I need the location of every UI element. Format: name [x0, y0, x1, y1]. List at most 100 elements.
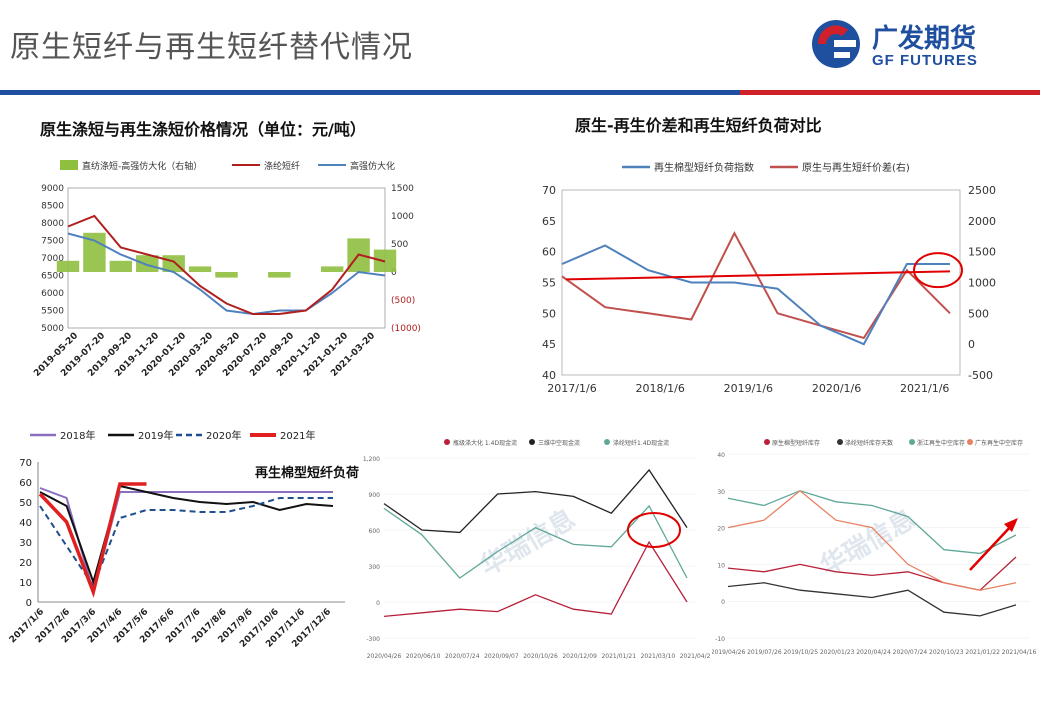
- y-tick-left: 8000: [41, 219, 64, 229]
- y-tick-right: 500: [968, 307, 989, 320]
- spread-bar: [215, 272, 238, 278]
- y-tick-left: 45: [542, 338, 556, 351]
- cashflow-chart: 华瑞信息 瓶级涤大化 1.4D现金流 三维中空现金流 涤纶短纤1.4D现金流 1,200…: [363, 439, 710, 660]
- y-tick: 60: [19, 478, 32, 489]
- spread-bar: [268, 272, 291, 278]
- load-line-2018年: [39, 487, 333, 596]
- legend-label-recycled: 高强仿大化: [350, 160, 395, 172]
- y-tick-left: 9000: [41, 184, 64, 194]
- y-tick: 10: [19, 578, 32, 589]
- y-tick-left: 50: [542, 307, 556, 320]
- plot-frame: [561, 189, 961, 376]
- spread-bar: [109, 260, 133, 272]
- legend-label: 浙江再生中空库存: [917, 439, 965, 447]
- legend-marker: [604, 439, 610, 445]
- y-tick: 30: [19, 538, 32, 549]
- legend-label-load: 再生棉型短纤负荷指数: [654, 161, 754, 174]
- gf-logo-icon: [812, 20, 860, 68]
- x-tick: 2018/1/6: [635, 382, 684, 395]
- load-line-2020年: [39, 497, 333, 589]
- x-tick: 2020/07/24: [445, 653, 480, 660]
- y-tick: 40: [717, 452, 725, 459]
- header-divider-accent: [740, 90, 1040, 95]
- price-chart: 直纺涤短-高强仿大化（右轴） 涤纶短纤 高强仿大化 9000 8500 8000 7500 7…: [32, 160, 421, 379]
- x-tick: 2020/01/23: [820, 649, 855, 656]
- plot-frame: [67, 187, 386, 329]
- legend-marker: [529, 439, 535, 445]
- legend-label-pf: 涤纶短纤: [264, 160, 300, 172]
- x-tick: 2019/04/26: [712, 649, 745, 656]
- legend-label-spread: 原生与再生短纤价差(右): [802, 161, 910, 174]
- y-tick-left: 65: [542, 215, 556, 228]
- y-tick-right: (1000): [391, 324, 421, 334]
- x-tick: 2019/07/26: [747, 649, 782, 656]
- y-tick-left: 70: [542, 184, 556, 197]
- x-tick: 2019/10/25: [783, 649, 818, 656]
- x-tick: 2020/04/26: [367, 653, 402, 660]
- y-tick-right: 2000: [968, 215, 996, 228]
- y-tick: 300: [369, 564, 381, 571]
- logo-chinese: 广发期货: [872, 24, 977, 54]
- legend-label: 2021年: [280, 429, 315, 442]
- y-tick-right: 2500: [968, 184, 996, 197]
- y-tick-left: 6500: [41, 272, 64, 282]
- y-tick-left: 5000: [41, 324, 64, 334]
- x-tick: 2021/1/6: [900, 382, 949, 395]
- pf-line: [67, 214, 386, 315]
- recycled-line: [67, 232, 386, 316]
- y-tick-left: 55: [542, 277, 556, 290]
- x-tick: 2017/1/6: [547, 382, 596, 395]
- inventory-line: [727, 582, 1017, 617]
- y-tick: 30: [717, 489, 725, 496]
- legend-marker: [837, 439, 843, 445]
- y-tick: 1,200: [363, 456, 380, 463]
- cashflow-line: [383, 504, 688, 579]
- y-tick: -300: [366, 636, 380, 643]
- y-tick-right: (500): [391, 296, 415, 306]
- trend-line: [565, 270, 951, 281]
- y-tick-left: 7000: [41, 254, 64, 264]
- spread-bar: [136, 255, 159, 272]
- x-tick: 2019/1/6: [724, 382, 773, 395]
- legend-marker: [909, 439, 915, 445]
- spread-load-chart: 再生棉型短纤负荷指数 原生与再生短纤价差(右) 70 65 60 55 50 45 40 2500…: [542, 161, 996, 395]
- legend-label: 广东再生中空库存: [975, 439, 1023, 447]
- x-tick: 2020/10/23: [929, 649, 964, 656]
- legend-marker: [967, 439, 973, 445]
- legend-swatch-spread: [60, 160, 78, 170]
- y-tick-right: -500: [968, 369, 993, 382]
- y-tick: 0: [721, 599, 725, 606]
- trend-arrow-shaft: [969, 524, 1013, 571]
- load-chart: 2018年 2019年 2020年 2021年7060504030201002017/…: [8, 429, 345, 650]
- trend-arrow-head: [1004, 518, 1018, 532]
- x-tick: 2021/03/10: [641, 653, 676, 660]
- x-tick: 2021/04/16: [1002, 649, 1037, 656]
- panel3-title: 再生棉型短纤负荷: [255, 466, 360, 481]
- y-tick-right: 500: [391, 240, 408, 250]
- y-tick: -10: [715, 636, 725, 643]
- y-tick: 600: [369, 528, 381, 535]
- watermark: 华瑞信息: [475, 503, 581, 582]
- y-tick: 0: [26, 598, 32, 609]
- y-tick: 20: [717, 526, 725, 533]
- y-tick: 70: [19, 458, 32, 469]
- cashflow-line: [383, 540, 688, 618]
- y-tick-left: 60: [542, 246, 556, 259]
- legend-marker: [764, 439, 770, 445]
- x-tick: 2020/04/24: [856, 649, 891, 656]
- inventory-line: [727, 490, 1017, 555]
- logo-english: GF FUTURES: [872, 52, 978, 69]
- legend-label: 三维中空现金流: [538, 439, 580, 447]
- x-tick: 2020/12/09: [562, 653, 597, 660]
- y-tick-left: 7500: [41, 237, 64, 247]
- y-tick: 10: [717, 562, 725, 569]
- cashflow-line: [383, 468, 688, 534]
- y-tick-right: 0: [391, 268, 397, 278]
- spread-bar: [188, 266, 212, 272]
- legend-label: 涤纶短纤1.4D现金流: [613, 439, 669, 447]
- y-tick-right: 0: [968, 338, 975, 351]
- inventory-line: [727, 556, 1017, 591]
- legend-marker: [444, 439, 450, 445]
- y-tick: 20: [19, 558, 32, 569]
- x-tick: 2020/10/26: [523, 653, 558, 660]
